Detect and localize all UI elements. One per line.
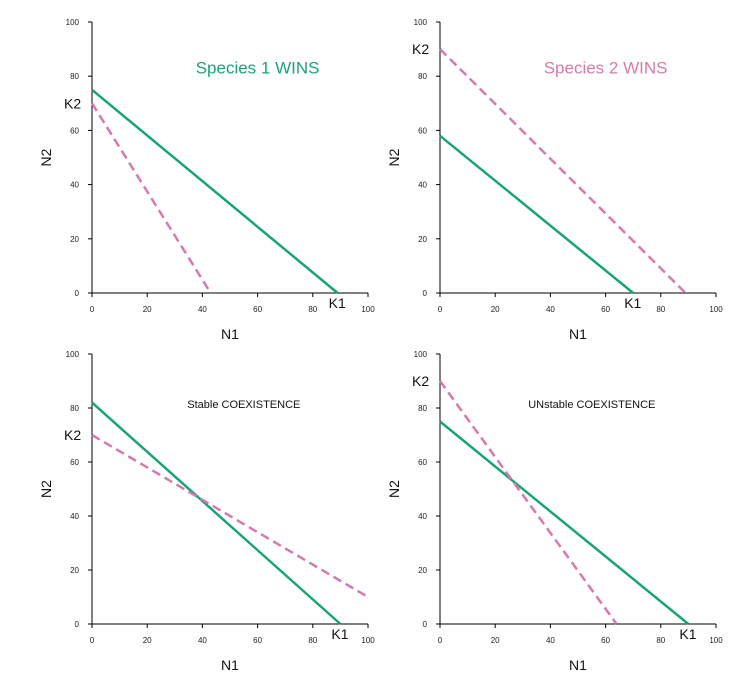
y-tick-label: 40	[418, 512, 427, 521]
k1-label: K1	[679, 626, 696, 642]
y-tick-label: 40	[418, 181, 427, 190]
species1-isocline	[439, 420, 690, 625]
outcome-annotation: UNstable COEXISTENCE	[528, 399, 655, 411]
x-tick-label: 60	[601, 636, 610, 645]
y-tick-label: 0	[75, 289, 80, 298]
outcome-annotation: Species 1 WINS	[196, 58, 320, 77]
x-tick-label: 80	[656, 305, 665, 314]
species1-isocline	[91, 88, 339, 294]
y-tick-label: 60	[70, 458, 79, 467]
x-axis-title: N1	[569, 657, 587, 673]
k1-label: K1	[331, 626, 348, 642]
x-tick-label: 40	[198, 636, 207, 645]
x-tick-label: 0	[90, 305, 95, 314]
chart-panel-2: 0 20 40 60 80 100 0 20 40 60 80 100 N1 N2 K2 K1 Species …	[386, 18, 723, 342]
y-tick-label: 80	[418, 404, 427, 413]
x-tick-label: 20	[143, 305, 152, 314]
y-tick-label: 100	[66, 350, 80, 359]
x-tick-label: 100	[709, 305, 723, 314]
x-tick-label: 60	[253, 305, 262, 314]
x-tick-label: 100	[709, 636, 723, 645]
k1-label: K1	[624, 295, 641, 311]
y-tick-label: 60	[418, 458, 427, 467]
x-axis-title: N1	[569, 326, 587, 342]
chart-panel-4: 0 20 40 60 80 100 0 20 40 60 80 100 N1 N2 K2 K1 UNstable…	[386, 350, 723, 673]
k2-label: K2	[412, 373, 429, 389]
x-tick-label: 80	[308, 636, 317, 645]
y-tick-label: 80	[418, 72, 427, 81]
x-tick-label: 60	[253, 636, 262, 645]
x-tick-label: 20	[143, 636, 152, 645]
x-axis-title: N1	[221, 326, 239, 342]
y-axis-title: N2	[38, 480, 54, 498]
y-tick-label: 40	[70, 512, 79, 521]
x-tick-label: 0	[90, 636, 95, 645]
k2-label: K2	[64, 427, 81, 443]
y-tick-label: 100	[414, 350, 428, 359]
x-tick-label: 40	[546, 636, 555, 645]
y-tick-label: 100	[414, 18, 428, 27]
species2-isocline	[438, 380, 618, 625]
y-tick-label: 0	[75, 620, 80, 629]
y-axis-title: N2	[386, 148, 402, 166]
x-tick-label: 80	[656, 636, 665, 645]
y-axis-title: N2	[38, 148, 54, 166]
y-tick-label: 60	[418, 126, 427, 135]
outcome-annotation: Stable COEXISTENCE	[187, 399, 300, 411]
y-tick-label: 100	[66, 18, 80, 27]
x-axis-title: N1	[221, 657, 239, 673]
x-tick-label: 20	[491, 305, 500, 314]
x-tick-label: 40	[198, 305, 207, 314]
y-tick-label: 80	[70, 404, 79, 413]
chart-panel-1: 0 20 40 60 80 100 0 20 40 60 80 100 N1 N2 K2 K1 Species …	[38, 18, 375, 342]
y-tick-label: 0	[423, 620, 428, 629]
y-axis-title: N2	[386, 480, 402, 498]
y-tick-label: 0	[423, 289, 428, 298]
x-tick-label: 0	[438, 305, 443, 314]
outcome-annotation: Species 2 WINS	[544, 58, 668, 77]
chart-panel-3: 0 20 40 60 80 100 0 20 40 60 80 100 N1 N2 K2 K1 Stable C…	[38, 350, 375, 673]
y-tick-label: 20	[70, 235, 79, 244]
species1-isocline	[439, 134, 634, 294]
x-tick-label: 80	[308, 305, 317, 314]
x-tick-label: 0	[438, 636, 443, 645]
y-tick-label: 20	[418, 566, 427, 575]
species2-isocline	[90, 102, 212, 294]
y-tick-label: 80	[70, 72, 79, 81]
x-tick-label: 100	[361, 636, 375, 645]
y-tick-label: 20	[70, 566, 79, 575]
species2-isocline	[91, 433, 369, 599]
y-tick-label: 40	[70, 181, 79, 190]
y-tick-label: 20	[418, 235, 427, 244]
k2-label: K2	[412, 41, 429, 57]
x-tick-label: 60	[601, 305, 610, 314]
y-tick-label: 60	[70, 126, 79, 135]
species2-isocline	[439, 48, 687, 294]
k1-label: K1	[329, 295, 346, 311]
x-tick-label: 20	[491, 636, 500, 645]
k2-label: K2	[64, 95, 81, 111]
species1-isocline	[91, 401, 342, 625]
x-tick-label: 100	[361, 305, 375, 314]
x-tick-label: 40	[546, 305, 555, 314]
